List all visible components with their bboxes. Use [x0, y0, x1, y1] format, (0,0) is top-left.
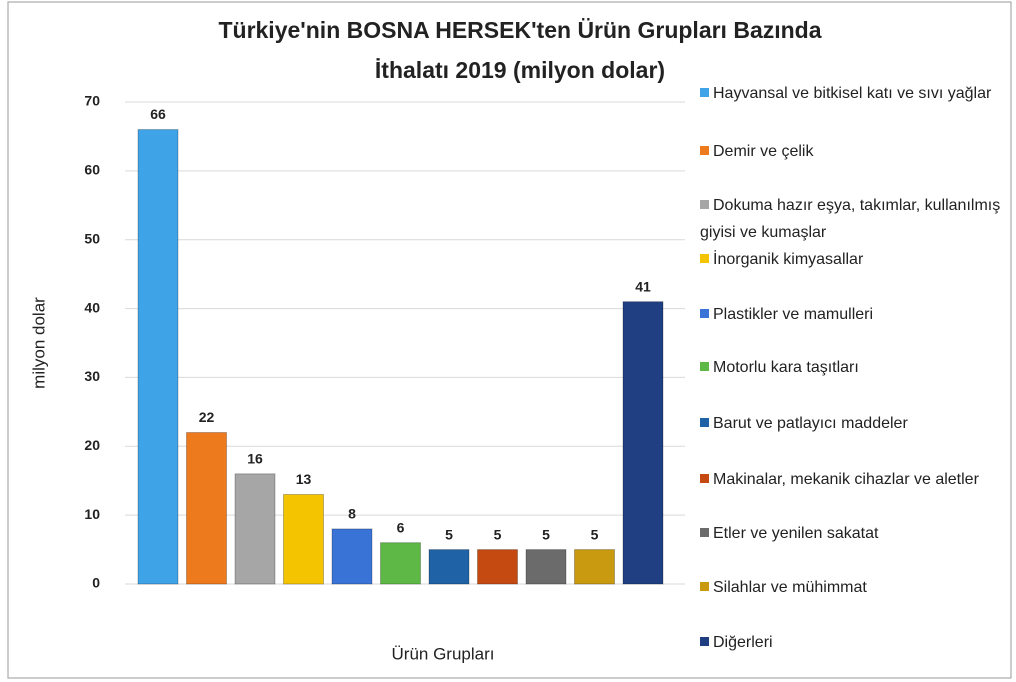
legend-swatch: [700, 582, 709, 591]
legend-item: Hayvansal ve bitkisel katı ve sıvı yağla…: [700, 80, 1005, 107]
bar: [137, 129, 179, 585]
y-tick-label: 10: [84, 506, 100, 522]
legend-item: Makinalar, mekanik cihazlar ve aletler: [700, 466, 1005, 493]
bar: [331, 528, 373, 585]
bar: [380, 542, 421, 585]
y-tick-label: 50: [84, 230, 100, 246]
y-tick-label: 30: [84, 368, 100, 384]
y-tick-label: 20: [84, 437, 100, 453]
legend-swatch: [700, 88, 709, 97]
value-label: 5: [445, 526, 453, 542]
legend-item: Demir ve çelik: [700, 138, 1005, 165]
bar: [477, 549, 518, 585]
y-tick-label: 70: [84, 93, 100, 109]
legend-swatch: [700, 637, 709, 646]
value-label: 5: [494, 526, 502, 542]
value-label: 66: [150, 106, 166, 122]
legend-label: İnorganik kimyasallar: [713, 251, 864, 268]
legend-swatch: [700, 474, 709, 483]
legend-item: Etler ve yenilen sakatat: [700, 520, 1005, 547]
value-label: 5: [591, 526, 599, 542]
x-axis-label: Ürün Grupları: [392, 644, 495, 663]
legend-item: Diğerleri: [700, 629, 1005, 656]
legend-item: Motorlu kara taşıtları: [700, 354, 1005, 381]
legend-label: Demir ve çelik: [713, 143, 814, 160]
legend-label: Hayvansal ve bitkisel katı ve sıvı yağla…: [713, 85, 992, 102]
frame: [7, 1, 1012, 679]
chart-title: İthalatı 2019 (milyon dolar): [375, 57, 665, 83]
chart-title: Türkiye'nin BOSNA HERSEK'ten Ürün Grupla…: [218, 17, 821, 43]
bar: [525, 549, 567, 585]
value-label: 16: [247, 451, 263, 467]
legend-label: Motorlu kara taşıtları: [713, 359, 859, 376]
legend-item: Barut ve patlayıcı maddeler: [700, 410, 1005, 437]
legend-swatch: [700, 418, 709, 427]
legend-swatch: [700, 200, 709, 209]
legend-item: İnorganik kimyasallar: [700, 246, 1005, 273]
legend-label: Barut ve patlayıcı maddeler: [713, 415, 908, 432]
legend-label: Silahlar ve mühimmat: [713, 579, 867, 596]
legend-swatch: [700, 146, 709, 155]
legend-swatch: [700, 254, 709, 263]
value-label: 5: [542, 526, 550, 542]
y-tick-label: 40: [84, 299, 100, 315]
value-label: 41: [635, 278, 651, 294]
legend-label: Plastikler ve mamulleri: [713, 306, 874, 323]
legend-item: Plastikler ve mamulleri: [700, 301, 1005, 328]
bar: [283, 493, 324, 585]
bar: [186, 432, 227, 585]
legend-item: Silahlar ve mühimmat: [700, 574, 1005, 601]
value-label: 13: [296, 471, 312, 487]
bar: [428, 549, 470, 585]
y-tick-label: 60: [84, 162, 100, 178]
legend-swatch: [700, 362, 709, 371]
bar: [622, 301, 664, 585]
legend-item: Dokuma hazır eşya, takımlar, kullanılmış…: [700, 192, 1005, 246]
y-axis-label: milyon dolar: [29, 297, 48, 389]
value-label: 8: [348, 506, 356, 522]
value-label: 22: [199, 409, 215, 425]
legend-label: Makinalar, mekanik cihazlar ve aletler: [713, 471, 979, 488]
bar: [574, 549, 615, 585]
value-label: 6: [397, 519, 405, 535]
y-tick-label: 0: [92, 575, 100, 591]
bar: [234, 473, 276, 585]
legend-label: Dokuma hazır eşya, takımlar, kullanılmış…: [700, 197, 1001, 241]
legend-swatch: [700, 528, 709, 537]
legend-label: Etler ve yenilen sakatat: [713, 525, 879, 542]
legend-label: Diğerleri: [713, 634, 773, 651]
legend-swatch: [700, 309, 709, 318]
